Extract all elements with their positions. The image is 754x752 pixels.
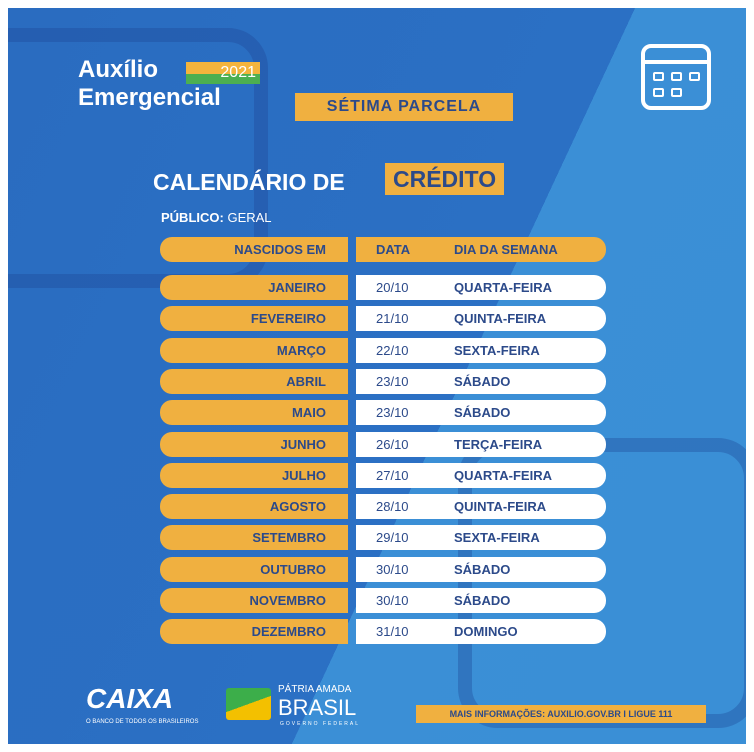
weekday-cell: SÁBADO xyxy=(454,561,511,577)
year-badge: 2021 xyxy=(186,62,260,84)
month-cell: MAIO xyxy=(160,400,348,426)
weekday-cell: QUARTA-FEIRA xyxy=(454,280,552,295)
caixa-tagline: O BANCO DE TODOS OS BRASILEIROS xyxy=(86,719,199,725)
weekday-cell: SEXTA-FEIRA xyxy=(454,530,540,546)
table-row: MAIO 23/10 SÁBADO xyxy=(160,400,606,426)
table-row: JANEIRO 20/10 QUARTA-FEIRA xyxy=(160,275,606,300)
month-cell: NOVEMBRO xyxy=(160,588,348,613)
section-title: CALENDÁRIO DE xyxy=(153,169,345,195)
header-weekday: DIA DA SEMANA xyxy=(454,242,558,257)
table-row: JULHO 27/10 QUARTA-FEIRA xyxy=(160,462,606,488)
date-cell: 30/10 xyxy=(376,561,409,577)
weekday-cell: QUINTA-FEIRA xyxy=(454,499,547,515)
month-cell: FEVEREIRO xyxy=(160,306,348,332)
audience: PÚBLICO: GERAL xyxy=(161,210,272,225)
table-row: SETEMBRO 29/10 SEXTA-FEIRA xyxy=(160,525,606,551)
month-cell: SETEMBRO xyxy=(160,525,348,551)
weekday-cell: TERÇA-FEIRA xyxy=(454,436,543,452)
date-cell: 28/10 xyxy=(376,499,409,515)
date-cell: 31/10 xyxy=(376,624,409,640)
program-title: Auxílio Emergencial xyxy=(78,56,221,111)
month-cell: DEZEMBRO xyxy=(160,619,348,645)
month-cell: ABRIL xyxy=(160,368,348,394)
table-row: JUNHO 26/10 TERÇA-FEIRA xyxy=(160,431,606,457)
header-date: DATA xyxy=(376,242,411,257)
month-cell: JUNHO xyxy=(160,431,348,457)
date-cell: 23/10 xyxy=(376,373,409,389)
brasil-flag-logo xyxy=(226,688,271,720)
month-cell: OUTUBRO xyxy=(160,556,348,582)
table-row: NOVEMBRO 30/10 SÁBADO xyxy=(160,588,606,613)
table-row: MARÇO 22/10 SEXTA-FEIRA xyxy=(160,337,606,363)
table-row: AGOSTO 28/10 QUINTA-FEIRA xyxy=(160,494,606,520)
header-month: NASCIDOS EM xyxy=(160,237,348,262)
table-row: DEZEMBRO 31/10 DOMINGO xyxy=(160,619,606,645)
installment-badge: SÉTIMA PARCELA xyxy=(295,93,513,121)
weekday-cell: DOMINGO xyxy=(454,624,518,640)
more-info-banner: MAIS INFORMAÇÕES: AUXILIO.GOV.BR I LIGUE… xyxy=(416,705,706,723)
weekday-cell: QUINTA-FEIRA xyxy=(454,311,547,327)
patria-text: PÁTRIA AMADA xyxy=(278,684,352,695)
date-cell: 23/10 xyxy=(376,405,409,421)
date-cell: 27/10 xyxy=(376,467,409,483)
section-title-highlight: CRÉDITO xyxy=(385,163,505,195)
table-row: ABRIL 23/10 SÁBADO xyxy=(160,368,606,394)
date-cell: 22/10 xyxy=(376,342,409,358)
table-row: OUTUBRO 30/10 SÁBADO xyxy=(160,556,606,582)
poster: Auxílio Emergencial 2021 SÉTIMA PARCELA C… xyxy=(8,8,746,744)
weekday-cell: SÁBADO xyxy=(454,373,511,389)
date-cell: 26/10 xyxy=(376,436,409,452)
governo-text: GOVERNO FEDERAL xyxy=(280,721,361,727)
date-cell: 20/10 xyxy=(376,280,409,295)
weekday-cell: SEXTA-FEIRA xyxy=(454,342,540,358)
weekday-cell: SÁBADO xyxy=(454,593,511,608)
date-cell: 29/10 xyxy=(376,530,409,546)
month-cell: MARÇO xyxy=(160,337,348,363)
month-cell: JANEIRO xyxy=(160,275,348,300)
calendar-icon xyxy=(641,44,711,110)
table-row: FEVEREIRO 21/10 QUINTA-FEIRA xyxy=(160,306,606,332)
caixa-logo: CAIXA xyxy=(86,683,174,714)
month-cell: AGOSTO xyxy=(160,494,348,520)
weekday-cell: SÁBADO xyxy=(454,405,511,421)
brasil-text: BRASIL xyxy=(278,695,357,720)
date-cell: 21/10 xyxy=(376,311,409,327)
month-cell: JULHO xyxy=(160,462,348,488)
table-header: NASCIDOS EM DATA DIA DA SEMANA xyxy=(160,237,606,262)
date-cell: 30/10 xyxy=(376,593,409,608)
weekday-cell: QUARTA-FEIRA xyxy=(454,467,552,483)
